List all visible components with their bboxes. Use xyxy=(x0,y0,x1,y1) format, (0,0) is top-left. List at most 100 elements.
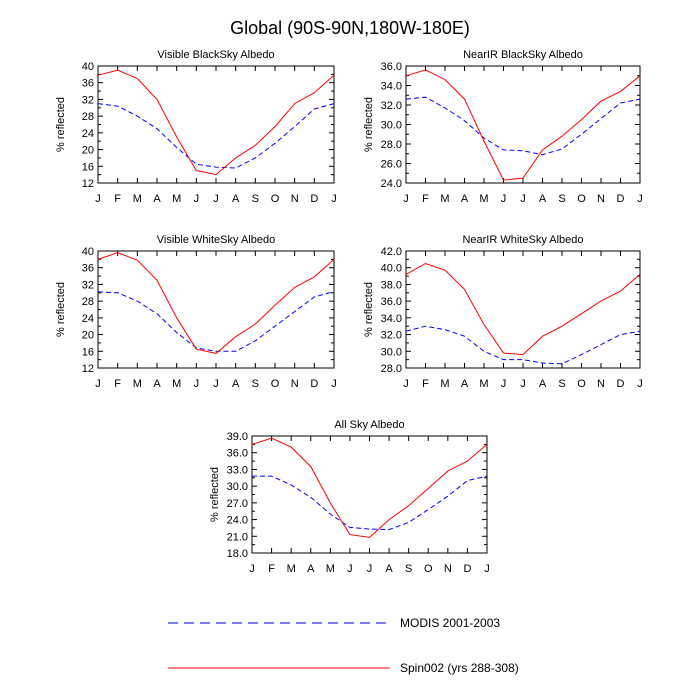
x-tick-label: M xyxy=(479,193,488,205)
x-tick-label: J xyxy=(95,193,101,205)
y-tick-label: 36 xyxy=(82,263,94,275)
y-tick-label: 42.0 xyxy=(381,246,402,258)
y-tick-label: 28.0 xyxy=(381,363,402,375)
y-tick-label: 34.0 xyxy=(381,81,402,93)
x-tick-label: J xyxy=(637,378,643,390)
y-tick-label: 36 xyxy=(82,78,94,90)
x-tick-label: N xyxy=(291,378,299,390)
series-line xyxy=(405,96,641,156)
x-tick-label: J xyxy=(347,563,353,575)
x-tick-label: S xyxy=(252,193,259,205)
y-tick-label: 24 xyxy=(82,128,94,140)
x-tick-label: F xyxy=(114,193,121,205)
series-line xyxy=(97,69,335,176)
y-tick-label: 30.0 xyxy=(381,120,402,132)
y-tick-label: 28.0 xyxy=(381,139,402,151)
x-tick-label: J xyxy=(484,563,490,575)
x-tick-label: J xyxy=(403,378,409,390)
x-tick-label: J xyxy=(213,193,219,205)
y-tick-label: 24 xyxy=(82,313,94,325)
x-tick-label: A xyxy=(153,378,161,390)
legend: MODIS 2001-2003 Spin002 (yrs 288-308) xyxy=(168,616,519,675)
y-tick-label: 27.0 xyxy=(227,498,248,510)
legend-label: MODIS 2001-2003 xyxy=(400,616,500,630)
x-tick-label: F xyxy=(268,563,275,575)
series-line xyxy=(405,325,641,365)
x-tick-label: N xyxy=(444,563,452,575)
x-tick-label: D xyxy=(617,193,625,205)
y-tick-label: 38.0 xyxy=(381,279,402,291)
series-line xyxy=(97,252,335,354)
x-tick-label: N xyxy=(597,378,605,390)
y-tick-label: 36.0 xyxy=(227,448,248,460)
y-axis-label: % reflected xyxy=(363,97,375,152)
y-tick-label: 40 xyxy=(82,61,94,73)
series-line xyxy=(405,262,641,356)
plot-frame xyxy=(97,250,335,369)
y-tick-label: 18.0 xyxy=(227,548,248,560)
x-tick-label: J xyxy=(95,378,101,390)
x-tick-label: M xyxy=(287,563,296,575)
y-tick-label: 12 xyxy=(82,363,94,375)
y-axis-label: % reflected xyxy=(55,97,67,152)
y-tick-label: 26.0 xyxy=(381,159,402,171)
x-tick-label: A xyxy=(461,378,469,390)
x-tick-label: M xyxy=(133,378,142,390)
x-tick-label: D xyxy=(463,563,471,575)
x-tick-label: J xyxy=(194,378,200,390)
series-line xyxy=(97,291,335,352)
x-tick-label: M xyxy=(172,378,181,390)
x-tick-label: F xyxy=(422,193,429,205)
x-tick-label: M xyxy=(172,193,181,205)
x-tick-label: A xyxy=(232,193,240,205)
y-tick-label: 12 xyxy=(82,178,94,190)
y-tick-label: 32.0 xyxy=(381,100,402,112)
x-tick-label: J xyxy=(331,193,337,205)
x-tick-label: O xyxy=(577,193,586,205)
x-tick-label: J xyxy=(501,378,507,390)
y-tick-label: 20 xyxy=(82,145,94,157)
y-axis-label: % reflected xyxy=(55,282,67,337)
y-tick-label: 33.0 xyxy=(227,464,248,476)
x-tick-label: A xyxy=(461,193,469,205)
x-tick-label: S xyxy=(558,193,565,205)
y-tick-label: 39.0 xyxy=(227,431,248,443)
x-tick-label: D xyxy=(310,378,318,390)
y-tick-label: 32 xyxy=(82,94,94,106)
x-tick-label: J xyxy=(194,193,200,205)
x-tick-label: O xyxy=(271,193,280,205)
x-tick-label: J xyxy=(213,378,219,390)
y-tick-label: 30.0 xyxy=(381,346,402,358)
y-tick-label: 16 xyxy=(82,346,94,358)
y-tick-label: 32 xyxy=(82,279,94,291)
x-tick-label: S xyxy=(558,378,565,390)
y-axis-label: % reflected xyxy=(363,282,375,337)
y-tick-label: 20 xyxy=(82,330,94,342)
series-line xyxy=(97,103,335,169)
x-tick-label: M xyxy=(440,193,449,205)
x-tick-label: J xyxy=(249,563,255,575)
x-tick-label: A xyxy=(385,563,393,575)
plot-frame xyxy=(97,65,335,184)
x-tick-label: D xyxy=(617,378,625,390)
y-tick-label: 30.0 xyxy=(227,481,248,493)
x-tick-label: D xyxy=(310,193,318,205)
y-tick-label: 24.0 xyxy=(381,178,402,190)
x-tick-label: N xyxy=(291,193,299,205)
panel-title: Visible WhiteSky Albedo xyxy=(157,234,275,246)
x-tick-label: J xyxy=(637,193,643,205)
panel-title: NearIR BlackSky Albedo xyxy=(463,49,583,61)
panel-title: NearIR WhiteSky Albedo xyxy=(462,234,583,246)
y-tick-label: 24.0 xyxy=(227,515,248,527)
x-tick-label: A xyxy=(153,193,161,205)
y-tick-label: 40 xyxy=(82,246,94,258)
x-tick-label: J xyxy=(331,378,337,390)
x-tick-label: N xyxy=(597,193,605,205)
legend-label: Spin002 (yrs 288-308) xyxy=(400,661,519,675)
y-axis-label: % reflected xyxy=(209,467,221,522)
